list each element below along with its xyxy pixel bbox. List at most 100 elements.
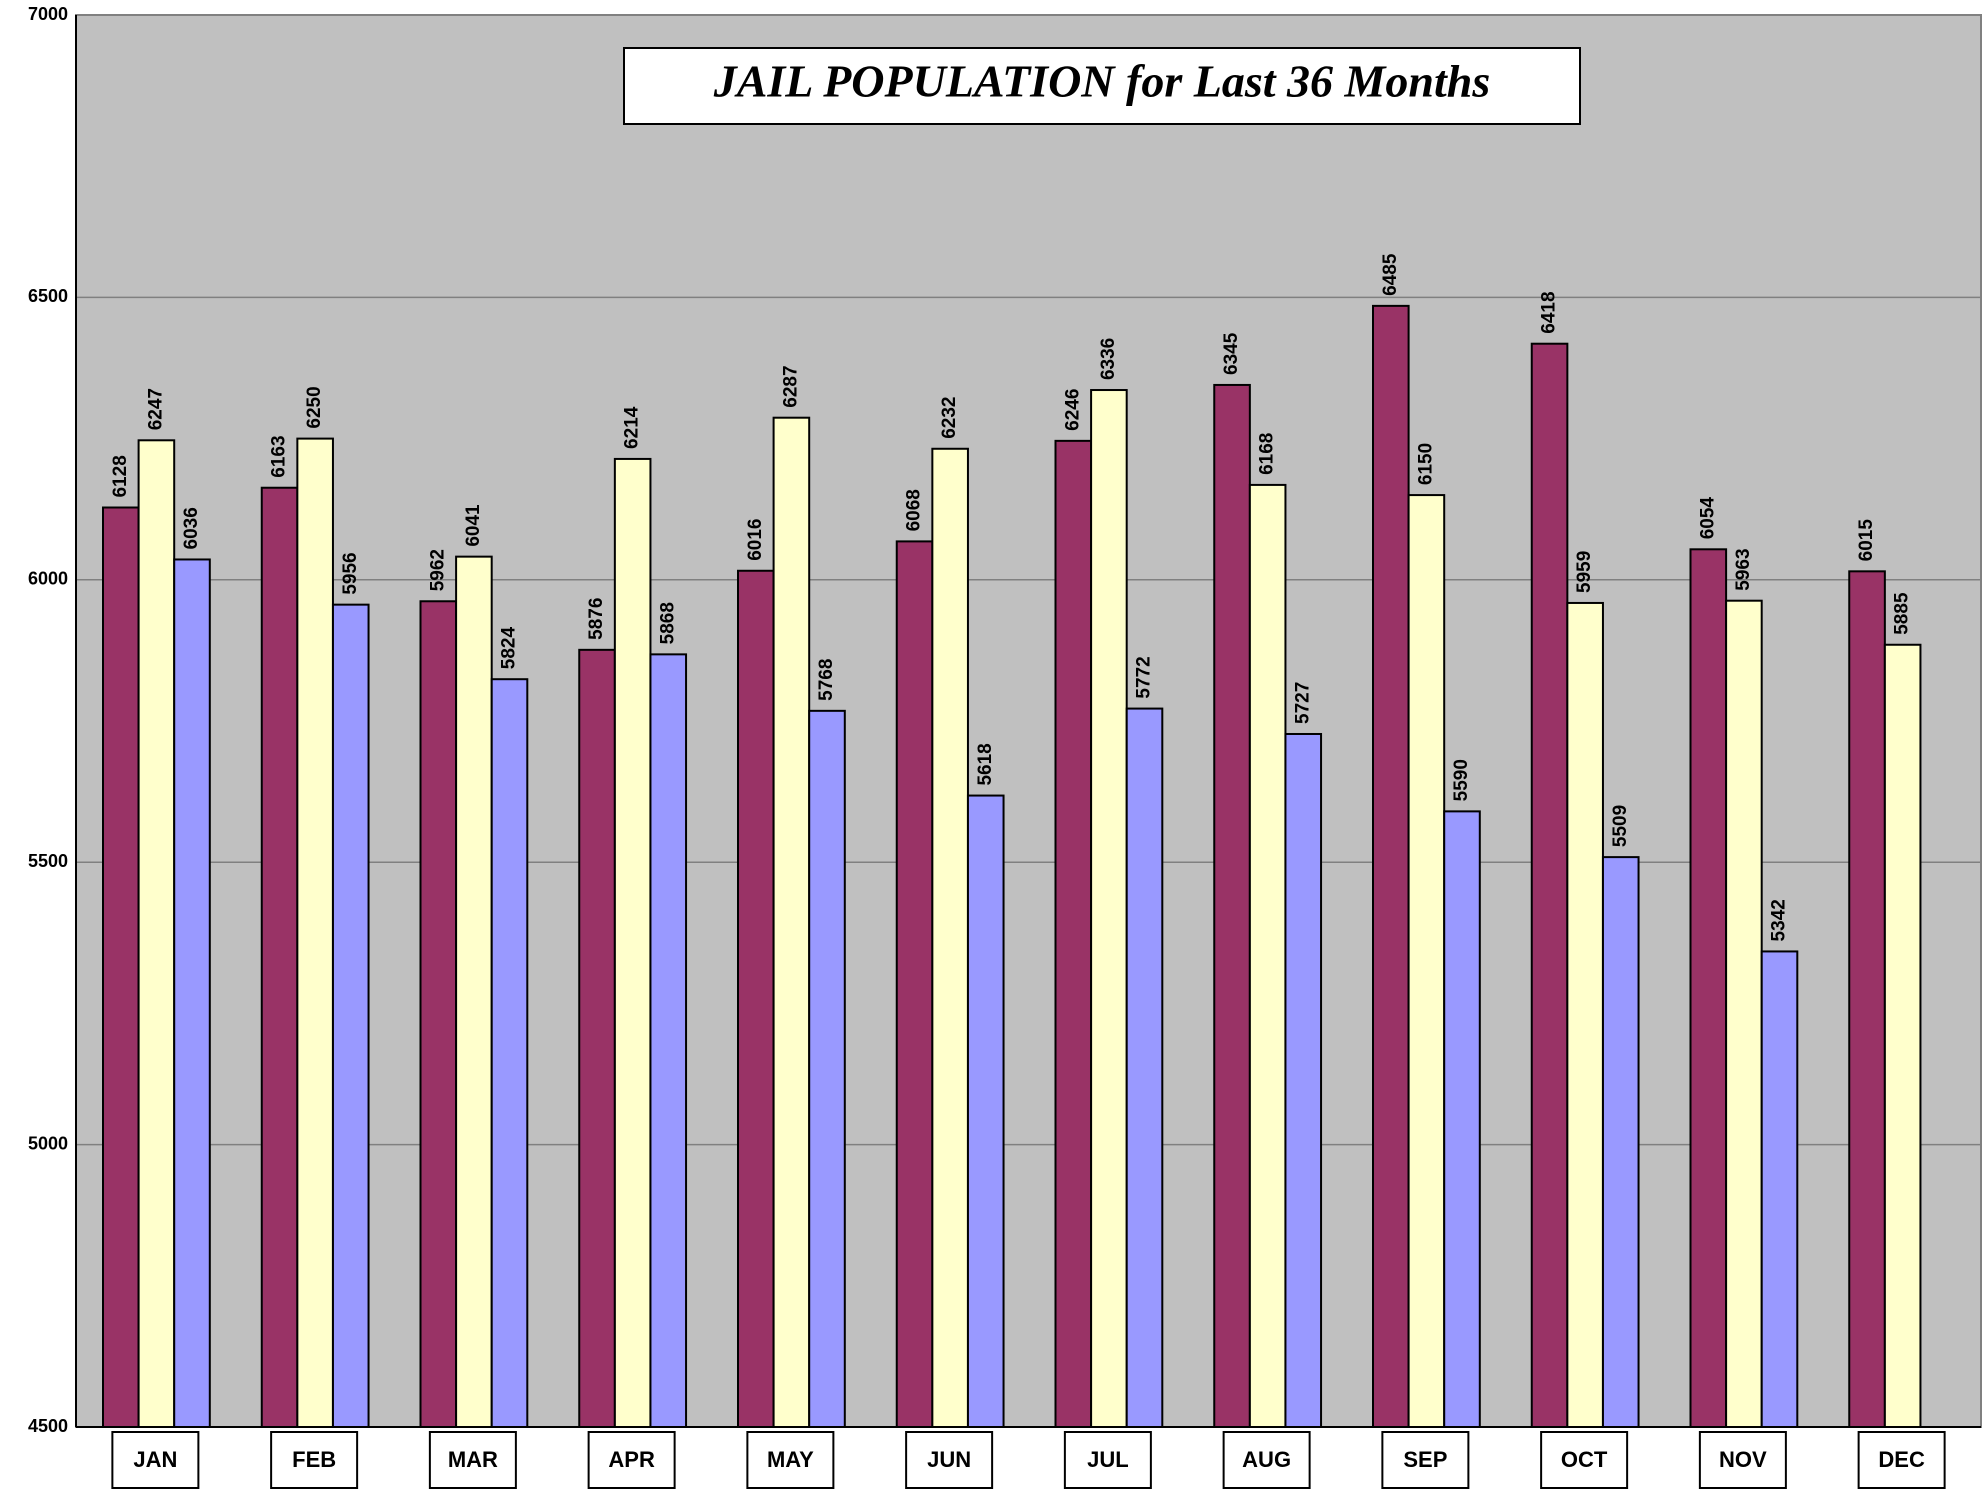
x-tick-label: DEC: [1878, 1447, 1925, 1472]
bar: [1601, 856, 1640, 1428]
bar: [173, 558, 211, 1428]
value-label: 6068: [904, 489, 925, 531]
bar: [1248, 483, 1287, 1429]
value-label: 6232: [939, 396, 960, 438]
value-label: 5618: [975, 743, 996, 785]
bar: [1689, 548, 1728, 1428]
bar: [1530, 342, 1569, 1428]
value-label: 5956: [340, 552, 361, 594]
x-tick-label: FEB: [292, 1447, 336, 1472]
bar: [1284, 732, 1323, 1428]
bar: [260, 486, 299, 1428]
y-tick-label: 7000: [28, 4, 68, 24]
value-label: 6336: [1098, 338, 1119, 380]
value-label: 5342: [1769, 899, 1790, 941]
bar: [1090, 389, 1128, 1428]
bar: [895, 540, 934, 1428]
x-tick-label: MAY: [767, 1447, 814, 1472]
value-label: 6054: [1697, 497, 1718, 540]
value-label: 6168: [1257, 433, 1278, 475]
value-label: 5727: [1292, 682, 1313, 724]
category-box: [1381, 1431, 1470, 1489]
x-tick-label: JUL: [1087, 1447, 1129, 1472]
category-box: [1222, 1431, 1311, 1489]
bar: [737, 569, 775, 1428]
y-tick-label: 4500: [28, 1416, 68, 1436]
bar: [419, 600, 458, 1428]
value-label: 6150: [1415, 443, 1436, 485]
value-label: 6015: [1856, 519, 1877, 562]
bar: [1566, 601, 1604, 1428]
x-tick-label: JAN: [133, 1447, 177, 1472]
bar: [1125, 707, 1164, 1428]
value-label: 6246: [1062, 389, 1083, 431]
x-tick-label: AUG: [1242, 1447, 1291, 1472]
value-label: 5876: [586, 598, 607, 640]
plot-area: [75, 14, 1982, 1428]
x-tick-label: JUN: [927, 1447, 971, 1472]
value-label: 5868: [657, 602, 678, 644]
bar: [296, 437, 334, 1429]
y-tick-label: 5500: [28, 851, 68, 871]
value-label: 5962: [427, 549, 448, 591]
x-tick-label: MAR: [448, 1447, 498, 1472]
value-label: 6128: [110, 455, 131, 497]
x-tick-label: NOV: [1719, 1447, 1767, 1472]
x-tick-label: APR: [608, 1447, 655, 1472]
category-box: [1857, 1431, 1946, 1489]
value-label: 6485: [1380, 253, 1401, 296]
value-label: 6016: [745, 518, 766, 560]
value-label: 5824: [499, 627, 520, 670]
category-box: [587, 1431, 676, 1489]
value-label: 5768: [816, 659, 837, 701]
category-box: [1540, 1431, 1629, 1489]
bar: [772, 416, 811, 1428]
category-box: [270, 1431, 359, 1489]
bars: [102, 304, 1922, 1429]
bar: [1725, 599, 1763, 1428]
y-tick-label: 6500: [28, 286, 68, 306]
bar: [490, 678, 529, 1428]
value-label: 5963: [1733, 548, 1754, 590]
bar: [966, 794, 1005, 1428]
value-label: 5885: [1892, 592, 1913, 635]
value-label: 6247: [145, 388, 166, 430]
bar: [1848, 570, 1886, 1428]
bar: [931, 447, 969, 1428]
value-label: 5590: [1451, 759, 1472, 801]
bar: [1372, 304, 1410, 1429]
bar: [1054, 439, 1093, 1428]
category-box: [1698, 1431, 1787, 1489]
title-box: [623, 47, 1581, 125]
bar: [455, 555, 493, 1428]
bar: [1883, 643, 1922, 1428]
bar: [137, 439, 176, 1429]
value-label: 6214: [622, 406, 643, 449]
chart-title: JAIL POPULATION for Last 36 Months: [713, 56, 1491, 107]
category-box: [428, 1431, 517, 1489]
category-box: [905, 1431, 994, 1489]
bar: [1760, 950, 1799, 1429]
bar: [331, 603, 370, 1428]
bar: [613, 457, 652, 1428]
value-label: 5772: [1134, 656, 1155, 698]
category-box: [111, 1431, 200, 1489]
value-label: 5959: [1574, 551, 1595, 593]
bar: [808, 709, 846, 1428]
value-label: 6036: [181, 507, 202, 549]
value-label: 6345: [1221, 332, 1242, 375]
bar: [1443, 810, 1481, 1428]
value-label: 6163: [269, 435, 290, 477]
bar: [1407, 494, 1446, 1428]
x-tick-label: SEP: [1403, 1447, 1447, 1472]
value-label: 6041: [463, 504, 484, 547]
y-tick-label: 6000: [28, 569, 68, 589]
x-tick-label: OCT: [1561, 1447, 1608, 1472]
y-tick-label: 5000: [28, 1133, 68, 1153]
category-box: [746, 1431, 835, 1489]
bar: [102, 506, 140, 1428]
bar: [649, 653, 688, 1428]
value-label: 5509: [1610, 805, 1631, 847]
value-label: 6250: [304, 386, 325, 428]
